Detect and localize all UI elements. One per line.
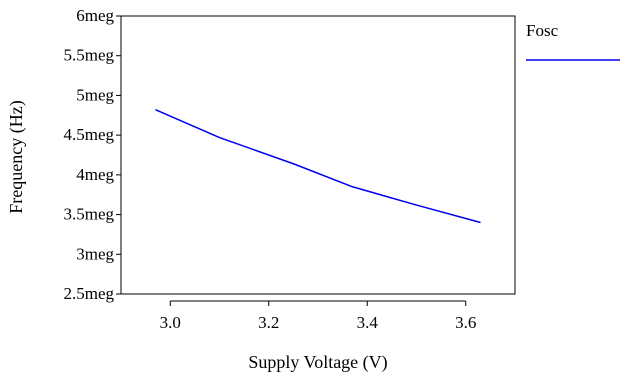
x-tick-label: 3.4 <box>357 313 379 332</box>
y-tick-label: 3.5meg <box>63 205 114 224</box>
y-axis: 2.5meg 3meg 3.5meg 4meg 4.5meg 5meg 5.5meg 6meg <box>63 6 121 303</box>
plot-frame <box>120 15 516 295</box>
x-tick-label: 3.0 <box>160 313 181 332</box>
y-tick-label: 2.5meg <box>63 284 114 303</box>
series-line-fosc <box>155 109 481 224</box>
x-tick-label: 3.6 <box>455 313 476 332</box>
y-tick-label: 6meg <box>76 6 114 25</box>
y-tick-label: 5meg <box>76 85 114 104</box>
y-tick-label: 4.5meg <box>63 125 114 144</box>
x-axis-label: Supply Voltage (V) <box>248 352 387 373</box>
legend: Fosc <box>526 21 620 61</box>
series-layer <box>155 109 481 224</box>
y-tick-label: 5.5meg <box>63 46 114 65</box>
x-tick-label: 3.2 <box>258 313 279 332</box>
legend-label: Fosc <box>526 21 559 40</box>
y-tick-label: 4meg <box>76 165 114 184</box>
y-tick-label: 3meg <box>76 244 114 263</box>
x-axis: 3.0 3.2 3.4 3.6 <box>160 300 476 332</box>
y-axis-label: Frequency (Hz) <box>6 100 27 213</box>
